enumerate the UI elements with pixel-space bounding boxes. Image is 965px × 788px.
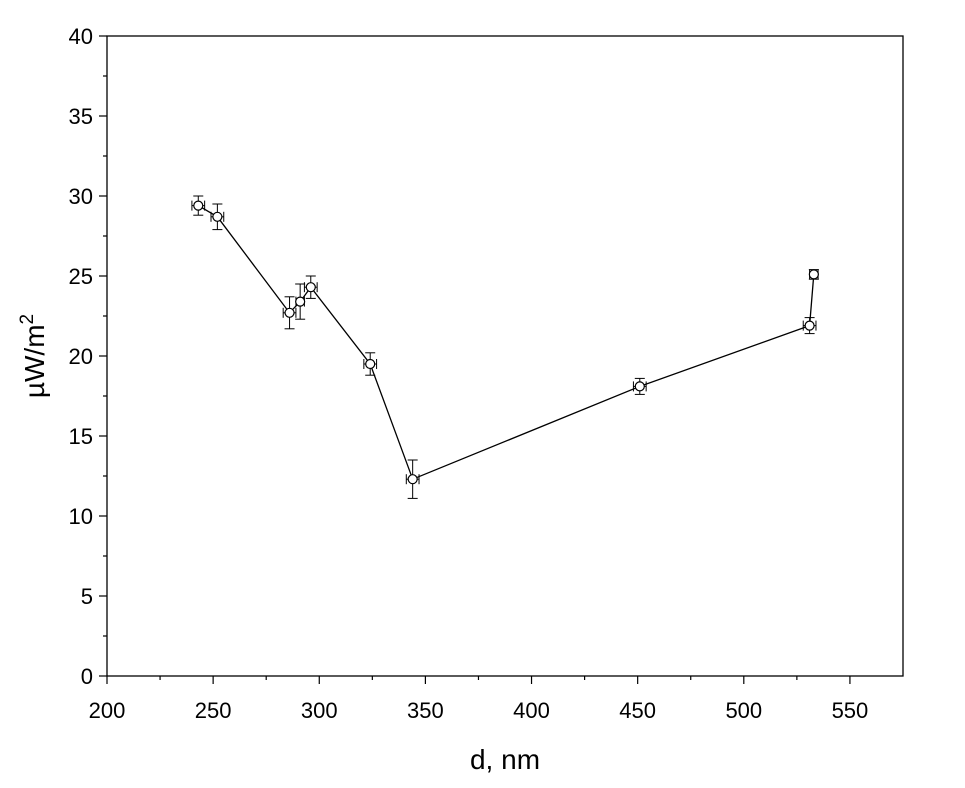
y-tick-label: 10 bbox=[69, 504, 93, 529]
plot-frame-rect bbox=[106, 35, 904, 677]
point-marker bbox=[407, 474, 418, 485]
y-tick-label: 0 bbox=[81, 664, 93, 689]
x-tick-label: 500 bbox=[725, 698, 762, 723]
y-tick-label: 5 bbox=[81, 584, 93, 609]
x-tick-label: 450 bbox=[619, 698, 656, 723]
data-point bbox=[282, 296, 297, 330]
x-tick-label: 550 bbox=[832, 698, 869, 723]
x-tick-label: 200 bbox=[89, 698, 126, 723]
point-marker bbox=[193, 200, 204, 211]
x-tick-label: 400 bbox=[513, 698, 550, 723]
data-point bbox=[632, 377, 647, 395]
data-point bbox=[191, 195, 206, 216]
x-axis-label: d, nm bbox=[470, 744, 540, 775]
y-axis-label-superscript: 2 bbox=[17, 314, 38, 325]
y-tick-label: 15 bbox=[69, 424, 93, 449]
y-tick-label: 40 bbox=[69, 24, 93, 49]
series-line bbox=[197, 205, 815, 481]
y-axis-label-main: µW/m bbox=[19, 324, 50, 398]
point-marker bbox=[295, 296, 306, 307]
point-marker bbox=[284, 307, 295, 318]
data-point bbox=[363, 352, 378, 376]
series bbox=[191, 195, 819, 499]
data-point bbox=[808, 269, 819, 280]
plot-frame bbox=[106, 35, 904, 677]
point-marker bbox=[212, 211, 223, 222]
y-axis-label: µW/m2 bbox=[17, 314, 50, 398]
data-point bbox=[295, 283, 306, 320]
point-marker bbox=[634, 381, 645, 392]
x-tick-label: 350 bbox=[407, 698, 444, 723]
data-point bbox=[802, 317, 817, 335]
data-point bbox=[405, 459, 420, 499]
y-axis: 0 5 10 15 20 25 30 35 40 bbox=[69, 24, 107, 689]
x-tick-label: 300 bbox=[301, 698, 338, 723]
point-marker bbox=[365, 358, 376, 370]
y-tick-label: 25 bbox=[69, 264, 93, 289]
x-axis: 200 250 300 350 400 450 500 550 bbox=[89, 676, 869, 723]
data-point bbox=[210, 203, 225, 231]
point-marker bbox=[808, 269, 819, 280]
y-tick-label: 20 bbox=[69, 344, 93, 369]
x-tick-label: 250 bbox=[195, 698, 232, 723]
y-tick-label: 30 bbox=[69, 184, 93, 209]
point-marker bbox=[804, 320, 815, 331]
point-marker bbox=[305, 282, 316, 293]
data-point bbox=[303, 275, 318, 299]
y-tick-label: 35 bbox=[69, 104, 93, 129]
